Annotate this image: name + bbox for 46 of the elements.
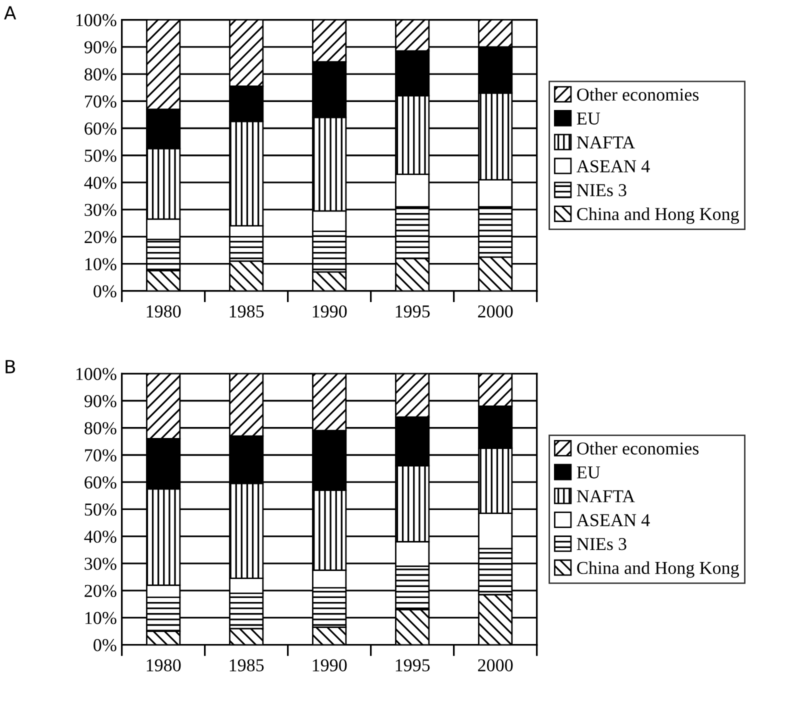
y-tick-label: 30% — [84, 558, 116, 570]
y-tick-label: 90% — [84, 395, 116, 408]
y-tick-label: 70% — [85, 95, 116, 108]
y-tick-label: 20% — [84, 230, 116, 244]
y-tick-label: 10% — [85, 258, 116, 270]
y-tick-label: 90% — [84, 41, 116, 54]
y-tick-label: 100% — [76, 14, 116, 26]
y-tick-label: 0% — [94, 639, 116, 652]
legend-label: ASEAN 4 — [576, 514, 650, 526]
y-tick-label: 30% — [84, 204, 116, 216]
legend-label: NAFTA — [576, 490, 635, 502]
y-tick-label: 80% — [84, 422, 116, 434]
x-tick-label: 2000 — [478, 305, 513, 318]
y-tick-label: 100% — [76, 368, 116, 380]
x-tick-label: 1990 — [312, 659, 347, 672]
legend-label: Other economies — [577, 442, 699, 455]
chart-title: B — [6, 360, 16, 374]
y-tick-label: 70% — [85, 449, 116, 462]
y-tick-label: 50% — [84, 150, 116, 162]
y-tick-label: 80% — [84, 68, 116, 81]
x-tick-label: 2000 — [478, 659, 513, 672]
legend-label: EU — [576, 112, 600, 125]
y-tick-label: 40% — [84, 176, 116, 189]
legend-label: Other economies — [577, 88, 699, 101]
x-tick-label: 1995 — [396, 659, 430, 672]
y-tick-label: 10% — [85, 612, 116, 624]
legend-label: ASEAN 4 — [576, 160, 650, 172]
y-tick-label: 50% — [84, 503, 116, 516]
legend-label: NIEs 3 — [576, 538, 626, 550]
x-tick-label: 1990 — [312, 305, 347, 318]
x-tick-label: 1985 — [230, 659, 264, 672]
legend-label: NAFTA — [576, 136, 635, 148]
y-tick-label: 40% — [84, 530, 116, 543]
x-tick-label: 1985 — [230, 305, 264, 318]
y-tick-label: 60% — [84, 122, 116, 135]
x-tick-label: 1980 — [146, 305, 181, 318]
legend-label: China and Hong Kong — [577, 207, 740, 224]
x-tick-label: 1995 — [396, 305, 430, 318]
y-tick-label: 60% — [84, 476, 116, 489]
chart-title: A — [4, 6, 16, 20]
y-tick-label: 0% — [94, 285, 116, 298]
legend-label: China and Hong Kong — [577, 561, 740, 578]
legend-label: NIEs 3 — [576, 184, 626, 196]
legend-label: EU — [576, 466, 600, 478]
x-tick-label: 1980 — [146, 659, 181, 672]
y-tick-label: 20% — [84, 584, 116, 598]
